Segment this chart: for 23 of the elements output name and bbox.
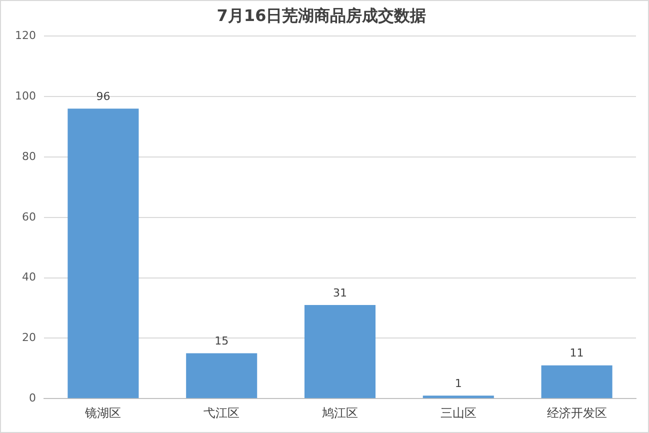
- chart-title: 7月16日芜湖商品房成交数据: [216, 6, 426, 25]
- y-tick-label: 0: [28, 391, 36, 404]
- y-tick-label: 80: [22, 150, 36, 163]
- y-tick-label: 120: [14, 29, 36, 42]
- x-tick-label: 鸠江区: [322, 406, 358, 420]
- bar: [68, 108, 139, 398]
- y-tick-label: 40: [22, 270, 36, 284]
- bar: [186, 353, 258, 398]
- data-label: 11: [570, 346, 584, 360]
- x-tick-label: 弋江区: [204, 406, 240, 420]
- x-tick-label: 三山区: [440, 406, 476, 420]
- bar: [422, 396, 494, 398]
- y-tick-label: 60: [22, 210, 36, 224]
- data-label: 96: [96, 90, 110, 104]
- data-label: 31: [333, 286, 347, 300]
- data-label: 1: [454, 376, 462, 390]
- bar: [541, 365, 612, 398]
- bar: [304, 304, 376, 398]
- x-tick-label: 经济开发区: [546, 406, 607, 420]
- x-tick-label: 镜湖区: [84, 406, 122, 420]
- data-label: 15: [214, 334, 229, 348]
- y-tick-label: 100: [14, 89, 36, 102]
- y-tick-label: 20: [22, 331, 36, 344]
